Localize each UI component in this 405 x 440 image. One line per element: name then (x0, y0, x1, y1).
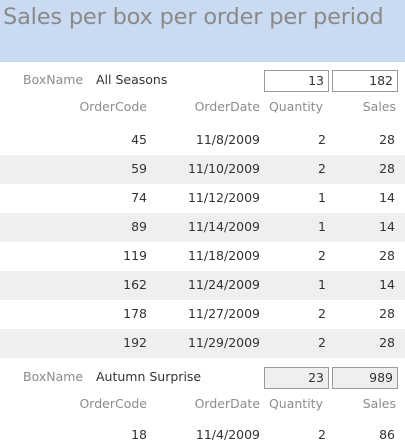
order-sales: 28 (379, 132, 395, 147)
order-sales: 14 (379, 219, 395, 234)
quantity-column-header: Quantity (268, 396, 323, 411)
order-date: 11/24/2009 (187, 277, 260, 292)
order-row: 178 11/27/2009 2 28 (0, 300, 405, 329)
order-date: 11/8/2009 (195, 132, 260, 147)
order-date: 11/12/2009 (187, 190, 260, 205)
order-row: 119 11/18/2009 2 28 (0, 242, 405, 271)
order-quantity: 2 (318, 306, 326, 321)
order-quantity: 1 (318, 219, 326, 234)
order-code: 119 (123, 248, 147, 263)
order-quantity: 2 (318, 427, 326, 440)
order-quantity: 2 (318, 335, 326, 350)
order-sales: 28 (379, 161, 395, 176)
order-row: 59 11/10/2009 2 28 (0, 155, 405, 184)
order-sales: 14 (379, 190, 395, 205)
order-sales: 86 (379, 427, 395, 440)
order-quantity: 2 (318, 161, 326, 176)
sales-column-header: Sales (362, 99, 396, 114)
report-header: Sales per box per order per period (0, 0, 405, 62)
orderdate-column-header: OrderDate (194, 396, 260, 411)
order-row: 74 11/12/2009 1 14 (0, 184, 405, 213)
order-sales: 28 (379, 306, 395, 321)
report-title: Sales per box per order per period (3, 4, 384, 30)
orderdate-column-header: OrderDate (194, 99, 260, 114)
order-code: 162 (123, 277, 147, 292)
boxname-label: BoxName (23, 72, 84, 87)
order-date: 11/4/2009 (195, 427, 260, 440)
order-row: 192 11/29/2009 2 28 (0, 329, 405, 358)
sales-column-header: Sales (362, 396, 396, 411)
order-sales: 14 (379, 277, 395, 292)
order-date: 11/29/2009 (187, 335, 260, 350)
order-code: 178 (123, 306, 147, 321)
order-code: 59 (131, 161, 147, 176)
ordercode-column-header: OrderCode (79, 396, 147, 411)
group-total-quantity: 13 (264, 70, 329, 92)
order-row: 18 11/4/2009 2 86 (0, 421, 405, 440)
boxname-value: All Seasons (96, 72, 168, 87)
quantity-column-header: Quantity (268, 99, 323, 114)
order-row: 89 11/14/2009 1 14 (0, 213, 405, 242)
order-code: 45 (131, 132, 147, 147)
order-row: 162 11/24/2009 1 14 (0, 271, 405, 300)
order-date: 11/27/2009 (187, 306, 260, 321)
order-code: 18 (131, 427, 147, 440)
ordercode-column-header: OrderCode (79, 99, 147, 114)
order-code: 74 (131, 190, 147, 205)
boxname-value: Autumn Surprise (96, 369, 202, 384)
order-quantity: 2 (318, 132, 326, 147)
group-total-sales: 182 (332, 70, 398, 92)
order-quantity: 1 (318, 190, 326, 205)
order-code: 89 (131, 219, 147, 234)
order-code: 192 (123, 335, 147, 350)
order-sales: 28 (379, 248, 395, 263)
group-total-quantity: 23 (264, 367, 329, 389)
boxname-label: BoxName (23, 369, 84, 384)
group-total-sales: 989 (332, 367, 398, 389)
order-date: 11/18/2009 (187, 248, 260, 263)
order-row: 45 11/8/2009 2 28 (0, 126, 405, 155)
order-date: 11/10/2009 (187, 161, 260, 176)
order-sales: 28 (379, 335, 395, 350)
order-date: 11/14/2009 (187, 219, 260, 234)
order-quantity: 1 (318, 277, 326, 292)
order-quantity: 2 (318, 248, 326, 263)
